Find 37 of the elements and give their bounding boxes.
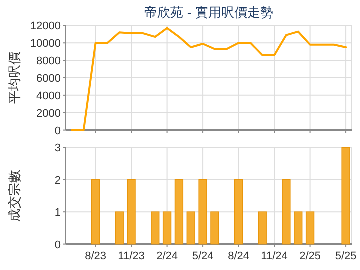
bar: [294, 212, 303, 245]
bar: [115, 212, 124, 245]
bar: [151, 212, 160, 245]
bar: [162, 212, 172, 245]
x-tick-label: 5/25: [335, 250, 357, 262]
x-tick-label: 11/23: [118, 250, 145, 262]
y-tick-label: 6000: [36, 73, 61, 85]
x-tick-label: 8/24: [228, 250, 250, 262]
x-tick-label: 2/24: [156, 250, 178, 262]
bar: [210, 212, 220, 245]
bar: [174, 180, 184, 245]
y-axis-title: 成交宗數: [7, 170, 22, 222]
y-axis-title: 平均呎價: [7, 52, 22, 104]
chart-title: 帝欣苑 - 實用呎價走勢: [144, 5, 274, 20]
bar: [198, 180, 208, 245]
y-tick-label: 4000: [36, 90, 61, 102]
x-tick-label: 8/23: [85, 250, 107, 262]
y-tick-label: 2000: [36, 108, 61, 120]
y-tick-label: 8000: [36, 56, 61, 68]
y-tick-label: 2: [54, 174, 61, 187]
bar: [91, 180, 100, 245]
bar: [282, 180, 291, 245]
y-tick-label: 12000: [30, 20, 61, 33]
bar: [234, 180, 244, 245]
y-tick-label: 1: [54, 207, 61, 220]
x-tick-label: 11/24: [261, 250, 288, 262]
bar: [306, 212, 315, 245]
y-tick-label: 0: [54, 125, 61, 138]
y-tick-label: 0: [54, 239, 61, 252]
bar: [127, 180, 136, 245]
bar: [186, 212, 196, 245]
x-tick-label: 5/24: [192, 250, 214, 262]
bar: [258, 212, 267, 245]
x-tick-label: 2/25: [300, 250, 322, 262]
y-tick-label: 3: [54, 142, 61, 155]
y-tick-label: 10000: [30, 38, 61, 50]
line-series: [70, 27, 348, 132]
